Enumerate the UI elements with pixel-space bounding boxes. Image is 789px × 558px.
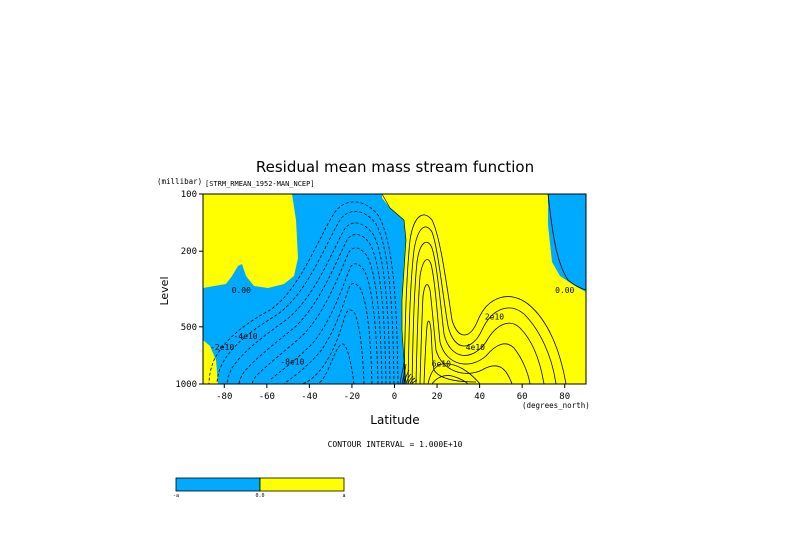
colorbar-label-max: a	[342, 493, 345, 499]
positive-region	[203, 194, 298, 288]
contour-label: 6e10	[432, 359, 451, 368]
contour-label: -2e10	[210, 343, 234, 352]
x-tick-label: 80	[559, 392, 570, 402]
negative-contours	[208, 201, 399, 384]
x-tick-label: -80	[216, 392, 232, 402]
x-tick-label: -20	[344, 392, 360, 402]
y-units-label: (millibar)	[157, 177, 202, 186]
contour-label: 4e10	[466, 343, 485, 352]
x-axis: -80 -60 -40 -20 0 20 40 60 80	[216, 384, 570, 402]
contour-interval-text: CONTOUR INTERVAL = 1.000E+10	[328, 440, 463, 449]
positive-contours	[403, 214, 567, 384]
y-axis-label: Level	[158, 276, 171, 305]
x-tick-label: 20	[432, 392, 443, 402]
dataset-label: [STRM_RMEAN_1952-MAN_NCEP]	[205, 180, 315, 188]
contour-label: -8e10	[280, 357, 304, 366]
positive-region	[203, 340, 218, 384]
x-tick-label: 60	[517, 392, 528, 402]
x-tick-label: -40	[301, 392, 317, 402]
y-tick-label: 200	[181, 247, 197, 257]
color-bar: -a 0.0 a	[173, 477, 346, 499]
y-tick-label: 100	[181, 190, 197, 200]
y-tick-label: 500	[181, 323, 197, 333]
x-units-label: (degrees_north)	[522, 401, 590, 410]
colorbar-label-mid: 0.0	[255, 493, 264, 499]
colorbar-positive	[259, 477, 345, 492]
zero-contour	[381, 194, 407, 384]
positive-contours	[547, 194, 586, 291]
contour-labels: 0.00 0.00 2e10 4e10 6e10 -2e10-4e10 -8e10	[210, 286, 574, 369]
x-axis-label: Latitude	[370, 413, 419, 427]
positive-region	[382, 194, 586, 384]
x-tick-label: 0	[392, 392, 397, 402]
colorbar-label-min: -a	[173, 493, 179, 499]
contour-label: -4e10	[234, 332, 258, 341]
x-tick-label: 40	[474, 392, 485, 402]
colorbar-negative	[175, 477, 261, 492]
y-tick-label: 1000	[175, 380, 197, 390]
contour-label: 2e10	[485, 312, 504, 321]
chart-title: Residual mean mass stream function	[256, 158, 534, 176]
y-axis: 100 200 500 1000	[175, 190, 203, 390]
x-tick-label: -60	[259, 392, 275, 402]
contour-label: 0.00	[555, 286, 574, 295]
contour-label: 0.00	[232, 286, 251, 295]
